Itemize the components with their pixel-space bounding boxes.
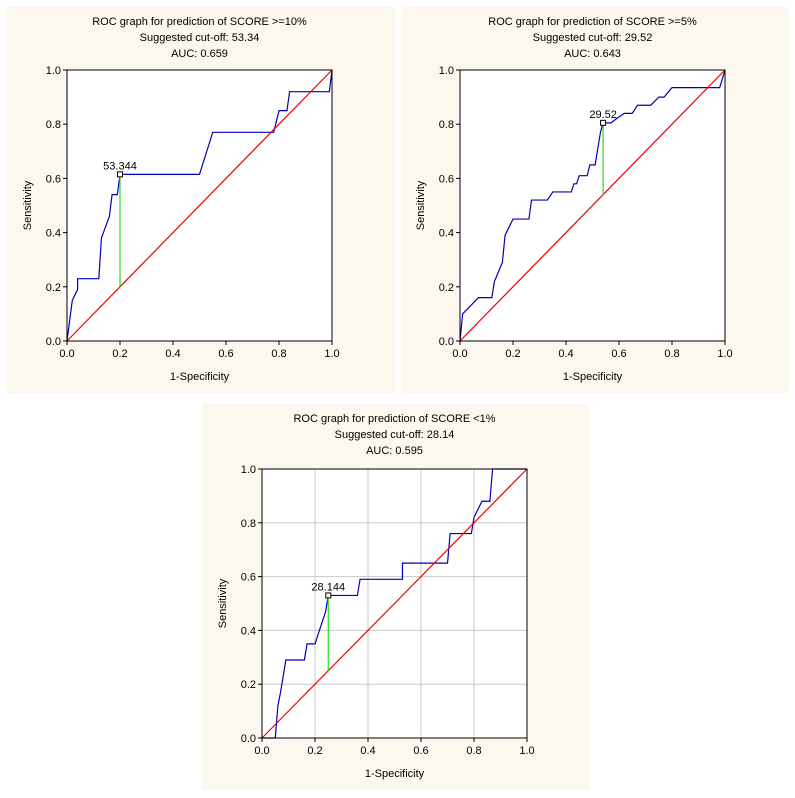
roc-chart-svg: ROC graph for prediction of SCORE <1% Sug… [217, 413, 535, 780]
roc-curve-line [66, 69, 333, 342]
x-tick-label: 0.2 [112, 348, 127, 360]
x-tick-label: 0.4 [360, 745, 375, 757]
y-axis-label: Sensitivity [22, 180, 34, 230]
x-tick-label: 0.8 [664, 348, 679, 360]
chart-cutoff-subtitle: Suggested cut-off: 28.14 [335, 429, 455, 441]
plot-frame [261, 468, 528, 739]
y-tick-label: 0.2 [439, 282, 454, 294]
x-tick-label: 0.6 [413, 745, 428, 757]
roc-chart-svg: ROC graph for prediction of SCORE >=10% S… [22, 16, 340, 383]
y-tick-label: 0.6 [241, 572, 256, 584]
y-tick-label: 0.0 [241, 733, 256, 745]
x-tick-label: 0.2 [505, 348, 520, 360]
chart-cutoff-subtitle: Suggested cut-off: 53.34 [140, 32, 260, 44]
roc-curve-line [459, 69, 726, 342]
x-tick-label: 0.0 [254, 745, 269, 757]
roc-chart-score-1: ROC graph for prediction of SCORE <1% Sug… [202, 404, 589, 790]
cutoff-label: 29.52 [589, 109, 617, 121]
reference-line-line [261, 468, 528, 739]
y-tick-label: 0.4 [439, 228, 454, 240]
cutoff-marker [600, 119, 607, 126]
chart-title: ROC graph for prediction of SCORE >=5% [488, 16, 697, 28]
y-axis-label: Sensitivity [415, 180, 427, 230]
y-tick-label: 0.6 [46, 173, 61, 185]
y-tick-label: 0.2 [46, 282, 61, 294]
x-axis-label: 1-Specificity [563, 371, 623, 383]
y-tick-label: 1.0 [241, 464, 256, 476]
x-tick-label: 0.6 [611, 348, 626, 360]
chart-auc-subtitle: AUC: 0.659 [171, 48, 228, 60]
chart-auc-subtitle: AUC: 0.643 [564, 48, 621, 60]
x-tick-label: 0.4 [558, 348, 573, 360]
y-tick-label: 0.8 [241, 518, 256, 530]
chart-title: ROC graph for prediction of SCORE >=10% [92, 16, 307, 28]
y-tick-label: 0.0 [439, 336, 454, 348]
y-tick-label: 0.4 [46, 228, 61, 240]
cutoff-marker [117, 171, 123, 178]
y-tick-label: 0.0 [46, 336, 61, 348]
y-tick-label: 1.0 [46, 65, 61, 77]
x-tick-label: 0.0 [59, 348, 74, 360]
x-tick-label: 0.2 [307, 745, 322, 757]
x-tick-label: 0.6 [218, 348, 233, 360]
y-tick-label: 0.8 [439, 119, 454, 131]
chart-title: ROC graph for prediction of SCORE <1% [293, 413, 495, 425]
y-axis-label: Sensitivity [217, 578, 229, 628]
roc-chart-score-10: ROC graph for prediction of SCORE >=10% S… [6, 7, 395, 393]
cutoff-label: 53.344 [103, 160, 137, 172]
cutoff-marker [325, 592, 332, 599]
x-axis-label: 1-Specificity [365, 768, 425, 780]
reference-line-line [459, 69, 726, 342]
y-tick-label: 0.6 [439, 173, 454, 185]
roc-chart-score-5: ROC graph for prediction of SCORE >=5% Su… [402, 7, 789, 393]
x-tick-label: 1.0 [717, 348, 732, 360]
x-tick-label: 1.0 [324, 348, 339, 360]
x-tick-label: 1.0 [519, 745, 534, 757]
y-tick-label: 0.4 [241, 625, 256, 637]
x-tick-label: 0.4 [165, 348, 180, 360]
x-axis-label: 1-Specificity [170, 371, 230, 383]
y-tick-label: 0.8 [46, 119, 61, 131]
cutoff-label: 28.144 [311, 581, 345, 593]
x-tick-label: 0.8 [271, 348, 286, 360]
y-tick-label: 0.2 [241, 679, 256, 691]
x-tick-label: 0.8 [466, 745, 481, 757]
chart-cutoff-subtitle: Suggested cut-off: 29.52 [533, 32, 653, 44]
y-tick-label: 1.0 [439, 65, 454, 77]
roc-chart-svg: ROC graph for prediction of SCORE >=5% Su… [415, 16, 733, 383]
chart-auc-subtitle: AUC: 0.595 [366, 445, 423, 457]
roc-curve-line [262, 468, 527, 739]
plot-frame [459, 69, 726, 342]
x-tick-label: 0.0 [452, 348, 467, 360]
reference-line-line [66, 69, 333, 342]
plot-frame [66, 69, 333, 342]
